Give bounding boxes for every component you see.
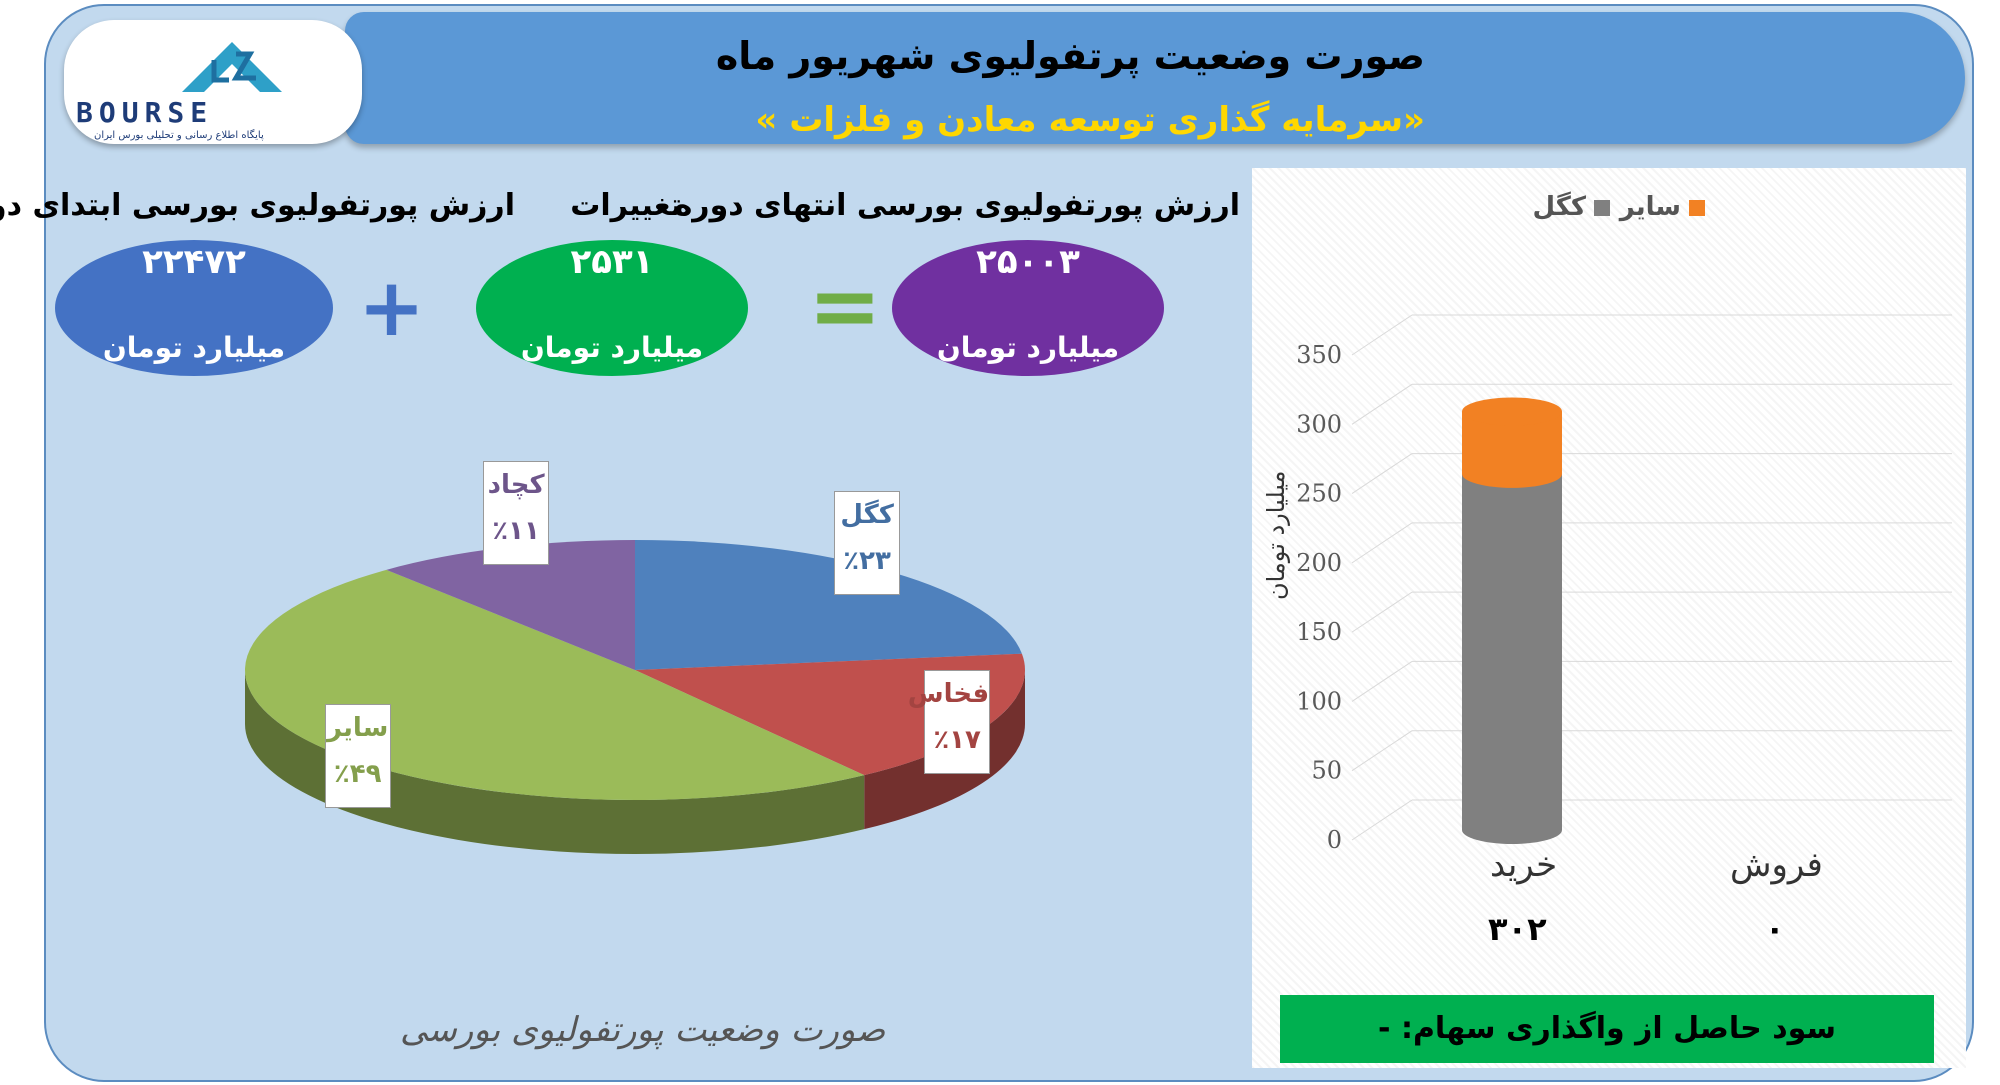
- pie-label-1: فخاس ٪۱۷: [907, 669, 991, 774]
- pie-side-2: [245, 670, 865, 854]
- grid-diag-7: [1351, 314, 1413, 356]
- header-banner: صورت وضعیت پرتفولیوی شهریور ماه «سرمایه …: [345, 12, 1965, 144]
- pie-chart: [245, 540, 1025, 854]
- pie-label-value-3: ٪۱۱: [492, 516, 540, 547]
- y-tick-2: 100: [1296, 687, 1342, 715]
- pie-label-name-1: فخاس: [907, 678, 990, 709]
- pie-label-3: کچاد ٪۱۱: [483, 461, 550, 566]
- pie-label-name-0: کگل: [840, 499, 894, 530]
- legend-item-other: سایر: [1620, 192, 1705, 222]
- buy-total: ۳۰۲: [1488, 910, 1547, 948]
- plus-sign: +: [358, 261, 426, 354]
- grid-diag-2: [1351, 661, 1413, 702]
- bar-0-0: [1462, 473, 1562, 844]
- logo-text: BOURSE: [76, 96, 214, 129]
- equals-sign: =: [808, 254, 882, 357]
- bar-top-0-1: [1462, 397, 1562, 426]
- grid-diag-0: [1351, 799, 1413, 841]
- change-label: تغییرات: [570, 188, 682, 223]
- pie-label-name-2: سایر: [327, 712, 389, 743]
- legend-swatch-other: [1689, 199, 1705, 216]
- profit-note: سود حاصل از واگذاری سهام: -: [1280, 995, 1934, 1063]
- y-tick-0: 0: [1327, 826, 1342, 854]
- grid-diag-4: [1351, 522, 1413, 564]
- pie-slice-2: [245, 569, 865, 800]
- start-value-oval: ۲۲۴۷۲ میلیارد تومان: [55, 240, 333, 376]
- legend-item-kegel: کگل: [1533, 192, 1610, 222]
- start-unit: میلیارد تومان: [102, 331, 286, 364]
- start-value: ۲۲۴۷۲: [142, 242, 246, 282]
- page-title: صورت وضعیت پرتفولیوی شهریور ماه: [715, 34, 1425, 78]
- legend-swatch-kegel: [1594, 199, 1610, 216]
- bar-0-1: [1462, 411, 1562, 488]
- pie-label-name-3: کچاد: [487, 470, 545, 501]
- y-tick-7: 350: [1296, 341, 1342, 369]
- y-tick-3: 150: [1296, 618, 1342, 646]
- logo-mark-icon: [182, 42, 282, 92]
- grid-diag-1: [1351, 730, 1413, 772]
- grid-diag-3: [1351, 591, 1413, 633]
- pie-label-2: سایر ٪۴۹: [324, 703, 391, 808]
- bar-chart-area: [1252, 168, 1966, 1068]
- end-value: ۲۵۰۰۳: [976, 242, 1080, 282]
- pie-slice-0: [635, 540, 1022, 670]
- end-value-label: ارزش پورتفولیوی بورسی انتهای دوره: [674, 188, 1240, 223]
- logo-tagline: پایگاه اطلاع رسانی و تحلیلی بورس ایران: [94, 130, 264, 141]
- pie-label-0: کگل ٪۲۳: [834, 490, 901, 595]
- page-subtitle: «سرمایه گذاری توسعه معادن و فلزات »: [755, 100, 1425, 140]
- legend-label-other: سایر: [1619, 192, 1681, 222]
- y-tick-6: 300: [1296, 410, 1342, 438]
- y-tick-1: 50: [1311, 757, 1342, 785]
- change-oval: ۲۵۳۱ میلیارد تومان: [476, 240, 748, 376]
- legend-label-kegel: کگل: [1532, 192, 1586, 222]
- change-value: ۲۵۳۱: [570, 242, 654, 282]
- pie-label-value-1: ٪۱۷: [933, 724, 981, 755]
- pie-label-value-0: ٪۲۳: [843, 545, 891, 576]
- bourse-logo: BOURSE پایگاه اطلاع رسانی و تحلیلی بورس …: [64, 20, 362, 144]
- category-sell: فروش: [1730, 845, 1823, 885]
- y-tick-5: 250: [1296, 480, 1342, 508]
- end-unit: میلیارد تومان: [936, 331, 1120, 364]
- start-value-label: ارزش پورتفولیوی بورسی ابتدای دوره: [0, 188, 515, 223]
- bar-chart: 0 50 100 150 200 250 300 350: [1296, 314, 1952, 854]
- change-unit: میلیارد تومان: [520, 331, 704, 364]
- grid-diag-5: [1351, 453, 1413, 494]
- grid-diag-6: [1351, 383, 1413, 425]
- y-tick-4: 200: [1296, 549, 1342, 577]
- pie-slice-3: [386, 540, 635, 670]
- pie-label-value-2: ٪۴۹: [333, 758, 382, 789]
- category-buy: خرید: [1490, 845, 1558, 885]
- pie-title: صورت وضعیت پورتفولیوی بورسی: [400, 1010, 886, 1050]
- end-value-oval: ۲۵۰۰۳ میلیارد تومان: [892, 240, 1164, 376]
- sell-total: ۰: [1765, 910, 1785, 948]
